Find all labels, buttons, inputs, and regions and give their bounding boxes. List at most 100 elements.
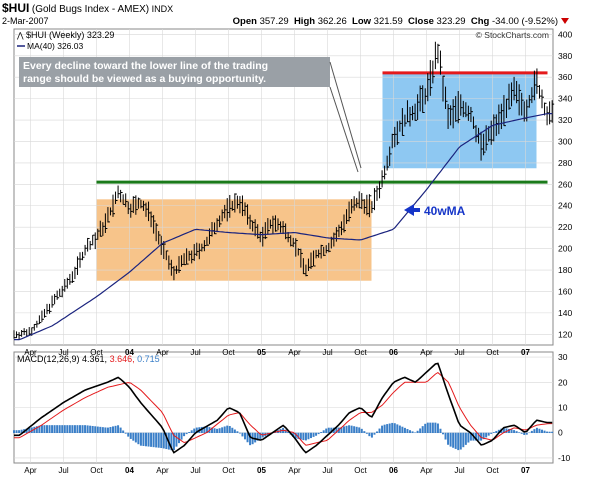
macd-y-tick-label: -10 (558, 453, 571, 463)
macd-histogram-bar (541, 429, 543, 434)
macd-histogram-bar (61, 425, 64, 434)
macd-histogram-bar (403, 427, 406, 434)
macd-histogram-bar (475, 432, 477, 441)
quote-summary: Open 357.29 High 362.26 Low 321.59 Close… (233, 16, 569, 27)
macd-histogram-bar (444, 432, 447, 440)
price-y-tick-label: 380 (558, 51, 572, 61)
macd-histogram-bar (378, 428, 381, 434)
price-x-tick-label: Jul (454, 348, 464, 357)
macd-histogram-bar (259, 432, 262, 439)
open-label: Open (232, 16, 257, 27)
price-x-tick-label: Jul (190, 348, 200, 357)
macd-histogram-bar (363, 431, 366, 434)
macd-histogram-bar (147, 432, 150, 447)
macd-line (14, 362, 553, 454)
macd-histogram-bar (406, 429, 409, 434)
macd-histogram-bar (535, 427, 538, 434)
macd-histogram-bar (457, 432, 460, 451)
macd-histogram-bar (345, 425, 348, 434)
macd-histogram-bar (325, 428, 328, 434)
macd-histogram-bar (426, 422, 429, 434)
price-x-tick-label: Jul (58, 348, 68, 357)
macd-histogram-bar (490, 432, 493, 434)
price-legend-label: $HUI (Weekly) 323.29 (26, 30, 114, 40)
macd-histogram-bar (236, 431, 239, 434)
price-x-tick-label: Oct (90, 348, 103, 357)
macd-histogram-bar (449, 432, 452, 447)
macd-histogram-bar (393, 423, 396, 434)
macd-histogram-bar (180, 432, 183, 440)
price-y-tick-label: 320 (558, 115, 572, 125)
macd-histogram-bar (429, 422, 432, 434)
close-value: 323.29 (436, 16, 466, 27)
macd-histogram-bar (188, 432, 191, 434)
macd-histogram-bar (106, 427, 109, 434)
chg-value: -34.00 (-9.52%) (491, 16, 558, 27)
macd-histogram-bar (40, 425, 43, 434)
macd-histogram-bar (13, 430, 15, 434)
ticker-symbol: $HUI (2, 1, 30, 15)
macd-histogram-bar (43, 425, 46, 434)
macd-y-tick-label: 20 (558, 377, 568, 387)
price-x-tick-label: Apr (24, 348, 37, 357)
price-y-tick-label: 260 (558, 179, 572, 189)
macd-histogram-bar (101, 427, 104, 434)
price-y-tick-label: 200 (558, 244, 572, 254)
macd-histogram-bar (373, 432, 376, 435)
macd-histogram-bar (20, 429, 23, 434)
macd-histogram-bar (228, 426, 231, 434)
price-y-tick-label: 180 (558, 265, 572, 275)
price-y-tick-label: 400 (558, 29, 572, 39)
macd-histogram-bar (495, 430, 498, 434)
macd-histogram-bar (312, 432, 315, 437)
ma-legend-label: MA(40) 326.03 (27, 41, 83, 51)
ma-annotation-label: 40wMA (424, 204, 466, 218)
low-value: 321.59 (373, 16, 403, 27)
macd-histogram-bar (467, 432, 470, 443)
price-y-tick-label: 140 (558, 308, 572, 318)
macd-y-tick-label: 0 (558, 428, 563, 438)
macd-histogram-bar (145, 432, 147, 447)
macd-histogram-bar (297, 432, 300, 439)
macd-histogram-bar (223, 426, 226, 434)
macd-histogram-bar (454, 432, 457, 449)
high-value: 362.26 (317, 16, 347, 27)
macd-histogram-bar (421, 426, 424, 434)
macd-histogram-bar (310, 432, 312, 439)
macd-histogram-bar (226, 425, 229, 434)
macd-histogram-bar (89, 425, 92, 434)
price-x-tick-label: 05 (257, 348, 266, 357)
macd-histogram-bar (538, 428, 541, 434)
macd-histogram-bar (175, 432, 178, 447)
price-x-tick-label: Apr (288, 348, 301, 357)
macd-histogram-bar (442, 432, 444, 435)
macd-histogram-bar (150, 432, 153, 447)
macd-histogram-bar (109, 427, 112, 434)
macd-histogram-bar (33, 426, 36, 434)
chg-label: Chg (470, 16, 490, 27)
index-name: (Gold Bugs Index - AMEX) (31, 4, 150, 15)
macd-legend-part: 3.646, (110, 354, 138, 364)
annotation-pointer (329, 86, 359, 173)
macd-histogram-bar (96, 426, 99, 434)
macd-histogram-bar (35, 426, 38, 434)
macd-histogram-bar (391, 422, 394, 434)
macd-histogram-bar (510, 429, 513, 434)
macd-x-tick-label: Apr (288, 466, 301, 475)
macd-histogram-bar (523, 432, 526, 435)
macd-histogram-bar (358, 427, 361, 434)
macd-histogram-bar (401, 426, 404, 434)
macd-histogram-bar (91, 425, 94, 434)
macd-histogram-bar (302, 432, 305, 441)
macd-y-tick-label: 30 (558, 352, 568, 362)
price-x-tick-label: Apr (420, 348, 433, 357)
macd-histogram-bar (162, 432, 165, 449)
macd-x-tick-label: Oct (90, 466, 103, 475)
macd-histogram-bar (533, 429, 536, 434)
macd-histogram-bar (355, 426, 358, 434)
price-x-tick-label: Oct (354, 348, 367, 357)
annotation-box (19, 57, 330, 87)
macd-histogram-bar (18, 430, 21, 434)
macd-histogram-bar (505, 428, 508, 434)
macd-histogram-bar (86, 425, 89, 434)
